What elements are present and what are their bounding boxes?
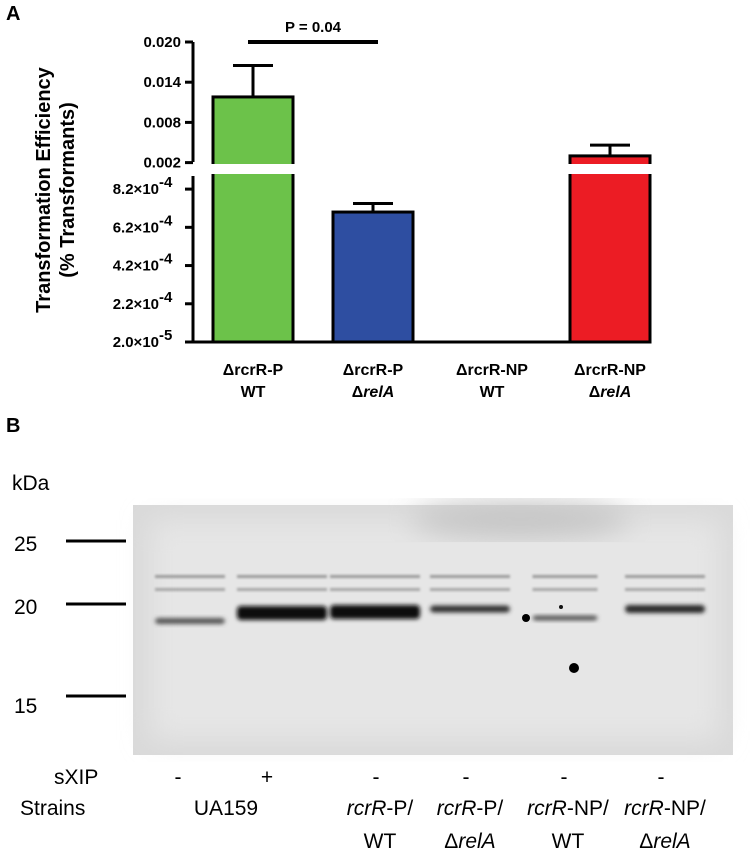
category-label-line2-2: WT	[480, 384, 505, 401]
main-band-0	[155, 618, 225, 624]
strains-row-label: Strains	[20, 797, 85, 820]
y-tick-label-lower-3: 6.2×10	[113, 219, 159, 236]
faint-band-a-2	[330, 575, 420, 578]
faint-band-b-3	[430, 588, 510, 591]
faint-band-a-1	[237, 575, 327, 578]
bar-1	[331, 210, 415, 344]
significance-label: P = 0.04	[285, 19, 342, 36]
main-band-5	[625, 605, 705, 613]
y-tick-exp-lower-4: -4	[159, 174, 173, 191]
y-axis-title-line1: Transformation Efficiency	[33, 66, 55, 312]
kda-label: kDa	[12, 472, 50, 495]
sxip-value-5: -	[658, 766, 665, 789]
y-tick-exp-lower-2: -4	[159, 251, 173, 268]
y-axis-title-line2: (% Transformants)	[57, 102, 79, 278]
marker-label-2: 15	[14, 695, 37, 718]
bar-break-3	[567, 164, 653, 174]
artifact-dot-3	[569, 663, 579, 673]
category-label-line2-0: WT	[241, 384, 266, 401]
main-band-2	[330, 605, 420, 619]
marker-label-0: 25	[14, 533, 37, 556]
sxip-value-4: -	[561, 766, 568, 789]
bar-0	[211, 95, 295, 344]
y-tick-label-lower-2: 4.2×10	[113, 258, 159, 275]
strain-label-line2-3: ΔrelA	[444, 830, 495, 853]
main-band-3	[430, 605, 510, 613]
membrane-shadow	[410, 502, 630, 538]
sxip-value-3: -	[463, 766, 470, 789]
strain-label-5: rcrR-NP/	[624, 797, 706, 820]
strain-label-4: rcrR-NP/	[527, 797, 609, 820]
category-label-2: ΔrcrR-NP	[456, 362, 528, 379]
panel-label-a: A	[6, 3, 20, 25]
artifact-dot-2	[559, 605, 563, 609]
category-label-line2-3: ΔrelA	[589, 384, 632, 401]
faint-band-a-4	[532, 575, 598, 578]
artifact-dot-1	[522, 614, 530, 622]
faint-band-b-1	[237, 588, 327, 591]
strain-label-line2-2: WT	[364, 830, 397, 853]
y-tick-label-lower-1: 2.2×10	[113, 296, 159, 313]
sxip-value-1: +	[261, 766, 273, 789]
bar-break-0	[210, 164, 296, 174]
panel-label-b: B	[6, 415, 20, 437]
category-label-3: ΔrcrR-NP	[574, 362, 646, 379]
faint-band-a-5	[625, 575, 705, 578]
faint-band-b-4	[532, 588, 598, 591]
category-label-0: ΔrcrR-P	[223, 362, 284, 379]
y-tick-label-lower-0: 2.0×10	[113, 334, 159, 351]
y-tick-label-upper-0: 0.002	[143, 155, 181, 172]
y-tick-exp-lower-1: -4	[159, 289, 173, 306]
main-band-1	[237, 606, 327, 620]
marker-label-1: 20	[14, 596, 37, 619]
faint-band-b-0	[155, 588, 225, 591]
y-tick-exp-lower-3: -4	[159, 212, 173, 229]
sxip-value-0: -	[175, 766, 182, 789]
faint-band-b-2	[330, 588, 420, 591]
y-tick-label-upper-2: 0.014	[143, 74, 181, 91]
y-tick-label-lower-4: 8.2×10	[113, 181, 159, 198]
strain-label-3: rcrR-P/	[437, 797, 504, 820]
category-label-1: ΔrcrR-P	[343, 362, 404, 379]
bar-3	[568, 154, 652, 344]
sxip-value-2: -	[373, 766, 380, 789]
faint-band-a-0	[155, 575, 225, 578]
strain-label-line2-4: WT	[552, 830, 585, 853]
strain-label-2: rcrR-P/	[347, 797, 414, 820]
y-tick-exp-lower-0: -5	[159, 327, 172, 344]
strain-label-line2-5: ΔrelA	[639, 830, 690, 853]
y-tick-label-upper-1: 0.008	[143, 114, 181, 131]
membrane-sheen	[150, 520, 720, 740]
faint-band-a-3	[430, 575, 510, 578]
category-label-line2-1: ΔrelA	[352, 384, 395, 401]
main-band-4	[532, 615, 598, 621]
y-tick-label-upper-3: 0.020	[143, 34, 181, 51]
strain-label-0: UA159	[194, 797, 258, 820]
sxip-row-label: sXIP	[54, 766, 98, 789]
faint-band-b-5	[625, 588, 705, 591]
